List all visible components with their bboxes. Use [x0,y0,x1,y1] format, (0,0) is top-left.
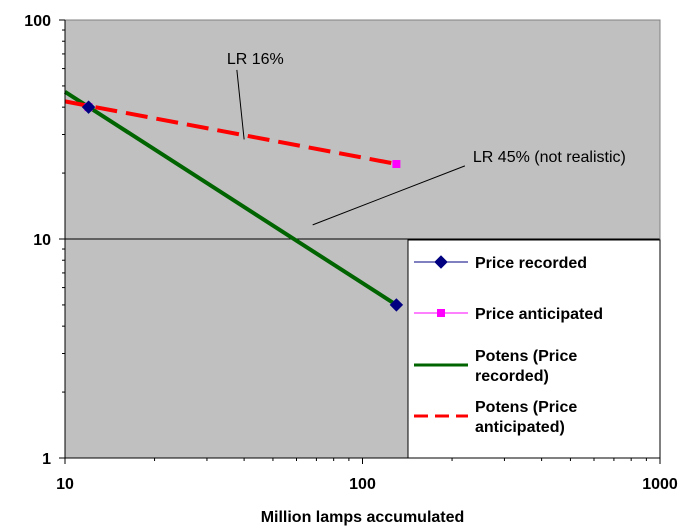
x-tick-label: 1000 [642,476,678,493]
x-tick-label: 100 [349,476,376,493]
y-tick-label: 100 [24,13,51,30]
legend-label-line: Price recorded [475,255,587,272]
legend-label-line: anticipated) [475,419,565,436]
y-tick-label: 10 [33,232,51,249]
trendline-potens-price-recorded [63,90,398,307]
legend-label-line: Potens (Price [475,348,577,365]
legend-label-line: Potens (Price [475,399,577,416]
legend-label: Potens (Price anticipated) [475,399,577,436]
annotation-label-1: LR 45% (not realistic) [473,149,626,166]
legend: Price recorded Price anticipated Potens (P… [407,239,661,459]
point-price-recorded-1 [389,298,404,312]
legend-label-line: recorded) [475,368,549,385]
legend-box [407,239,661,459]
series-layer [63,90,404,312]
legend-item-3: Potens (Price anticipated) [414,399,577,436]
x-axis-title: Million lamps accumulated [261,509,465,526]
legend-swatch-marker [434,255,448,269]
y-tick-label: 1 [42,451,51,468]
legend-label-line: Price anticipated [475,306,603,323]
legend-label: Price recorded [475,255,587,272]
legend-item-2: Potens (Price recorded) [414,348,577,385]
legend-item-0: Price recorded [414,255,587,272]
point-price-anticipated-1 [392,160,401,169]
annotation-label-0: LR 16% [227,51,284,68]
legend-label: Potens (Price recorded) [475,348,577,385]
annotation-pointer-0 [236,69,245,140]
legend-swatch-marker [437,309,445,317]
x-tick-label: 10 [56,476,74,493]
legend-item-1: Price anticipated [414,306,603,323]
annotation-pointer-1 [312,165,466,226]
trendline-potens-price-anticipated [64,99,397,166]
legend-label: Price anticipated [475,306,603,323]
point-price-recorded-0 [81,100,96,114]
annotations-layer: LR 16% LR 45% (not realistic) [227,51,626,226]
